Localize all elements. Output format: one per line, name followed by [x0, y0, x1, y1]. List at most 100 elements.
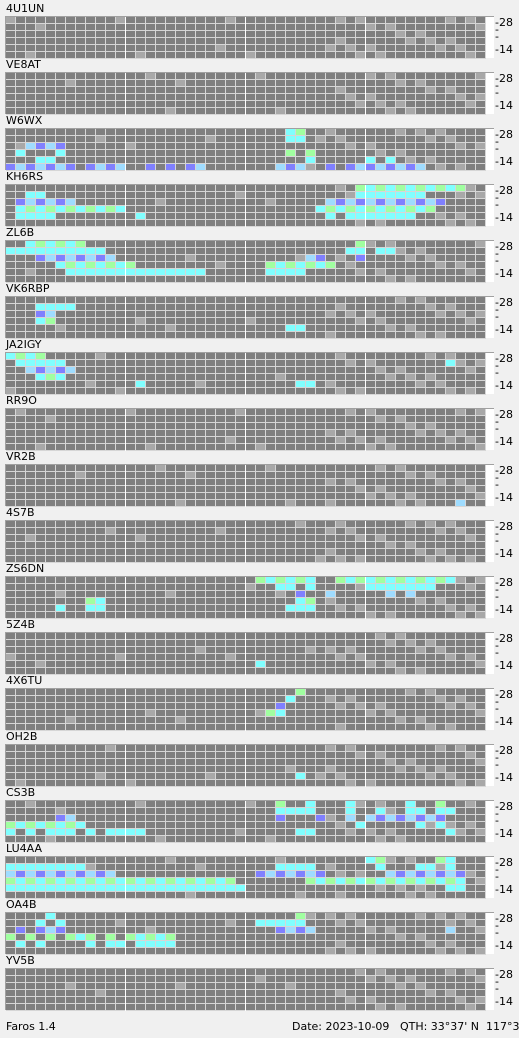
- grid-cell: [66, 94, 75, 100]
- grid-cell: [406, 248, 415, 254]
- grid-cell: [46, 654, 55, 660]
- grid-cell: [126, 577, 135, 583]
- grid-cell: [6, 745, 15, 751]
- grid-cell: [156, 374, 165, 380]
- grid-cell: [76, 605, 85, 611]
- grid-cell: [106, 465, 115, 471]
- grid-cell-nodata: [346, 696, 355, 702]
- grid-cell-signal: [296, 577, 305, 583]
- grid-cell: [406, 752, 415, 758]
- grid-cell: [306, 710, 315, 716]
- propagation-grid[interactable]: [5, 128, 494, 171]
- grid-cell: [326, 759, 335, 765]
- propagation-grid[interactable]: [5, 520, 494, 563]
- grid-cell-signal: [196, 878, 205, 884]
- propagation-grid[interactable]: [5, 632, 494, 675]
- propagation-grid[interactable]: [5, 184, 494, 227]
- grid-cell: [316, 150, 325, 156]
- grid-cell: [196, 220, 205, 226]
- propagation-grid[interactable]: [5, 800, 494, 843]
- grid-cell: [6, 220, 15, 226]
- propagation-grid[interactable]: [5, 688, 494, 731]
- grid-cell: [456, 605, 465, 611]
- grid-cell-signal: [416, 808, 425, 814]
- grid-cell: [276, 647, 285, 653]
- grid-cell: [106, 73, 115, 79]
- grid-cell: [456, 668, 465, 674]
- grid-cell: [336, 360, 345, 366]
- grid-cell-nodata: [166, 857, 175, 863]
- grid-cell: [126, 612, 135, 618]
- grid-cell: [176, 521, 185, 527]
- grid-cell: [176, 353, 185, 359]
- grid-cell: [186, 101, 195, 107]
- grid-cell: [46, 857, 55, 863]
- propagation-grid-svg: [6, 17, 486, 59]
- grid-cell-nodata: [476, 759, 485, 765]
- grid-cell: [296, 199, 305, 205]
- grid-cell: [196, 892, 205, 898]
- grid-cell: [66, 696, 75, 702]
- grid-cell: [186, 185, 195, 191]
- grid-cell: [376, 108, 385, 114]
- grid-cell: [86, 752, 95, 758]
- grid-cell: [186, 311, 195, 317]
- grid-cell: [446, 598, 455, 604]
- grid-cell: [6, 801, 15, 807]
- grid-cell: [436, 780, 445, 786]
- grid-cell: [286, 108, 295, 114]
- grid-cell: [46, 745, 55, 751]
- propagation-grid[interactable]: [5, 744, 494, 787]
- grid-cell: [186, 703, 195, 709]
- grid-cell: [336, 927, 345, 933]
- grid-cell: [156, 276, 165, 282]
- grid-cell: [206, 528, 215, 534]
- grid-cell: [336, 409, 345, 415]
- grid-cell: [316, 640, 325, 646]
- propagation-grid[interactable]: [5, 16, 494, 59]
- grid-cell: [266, 556, 275, 562]
- propagation-grid[interactable]: [5, 464, 494, 507]
- grid-cell: [236, 871, 245, 877]
- grid-cell: [226, 269, 235, 275]
- grid-cell: [296, 493, 305, 499]
- grid-cell-signal: [186, 878, 195, 884]
- propagation-grid[interactable]: [5, 912, 494, 955]
- grid-cell: [246, 780, 255, 786]
- grid-cell: [66, 710, 75, 716]
- grid-cell: [306, 472, 315, 478]
- grid-cell: [286, 521, 295, 527]
- grid-cell-signal: [326, 262, 335, 268]
- grid-cell: [276, 829, 285, 835]
- grid-cell: [176, 486, 185, 492]
- propagation-grid[interactable]: [5, 576, 494, 619]
- propagation-grid[interactable]: [5, 72, 494, 115]
- grid-cell: [376, 871, 385, 877]
- propagation-grid[interactable]: [5, 856, 494, 899]
- grid-cell: [416, 493, 425, 499]
- propagation-grid[interactable]: [5, 296, 494, 339]
- grid-cell: [26, 927, 35, 933]
- grid-cell: [176, 836, 185, 842]
- grid-cell: [266, 108, 275, 114]
- propagation-grid[interactable]: [5, 352, 494, 395]
- grid-cell: [116, 703, 125, 709]
- grid-cell: [76, 584, 85, 590]
- grid-cell: [436, 73, 445, 79]
- grid-cell: [236, 780, 245, 786]
- grid-cell-signal: [36, 927, 45, 933]
- propagation-grid[interactable]: [5, 240, 494, 283]
- grid-cell: [136, 409, 145, 415]
- propagation-grid[interactable]: [5, 408, 494, 451]
- grid-cell: [236, 815, 245, 821]
- grid-cell-signal: [76, 864, 85, 870]
- grid-cell-signal: [446, 878, 455, 884]
- grid-cell: [216, 185, 225, 191]
- grid-cell: [356, 493, 365, 499]
- grid-cell: [216, 913, 225, 919]
- grid-cell-nodata: [116, 654, 125, 660]
- grid-cell: [176, 255, 185, 261]
- grid-cell: [16, 892, 25, 898]
- grid-cell: [66, 549, 75, 555]
- grid-cell: [156, 640, 165, 646]
